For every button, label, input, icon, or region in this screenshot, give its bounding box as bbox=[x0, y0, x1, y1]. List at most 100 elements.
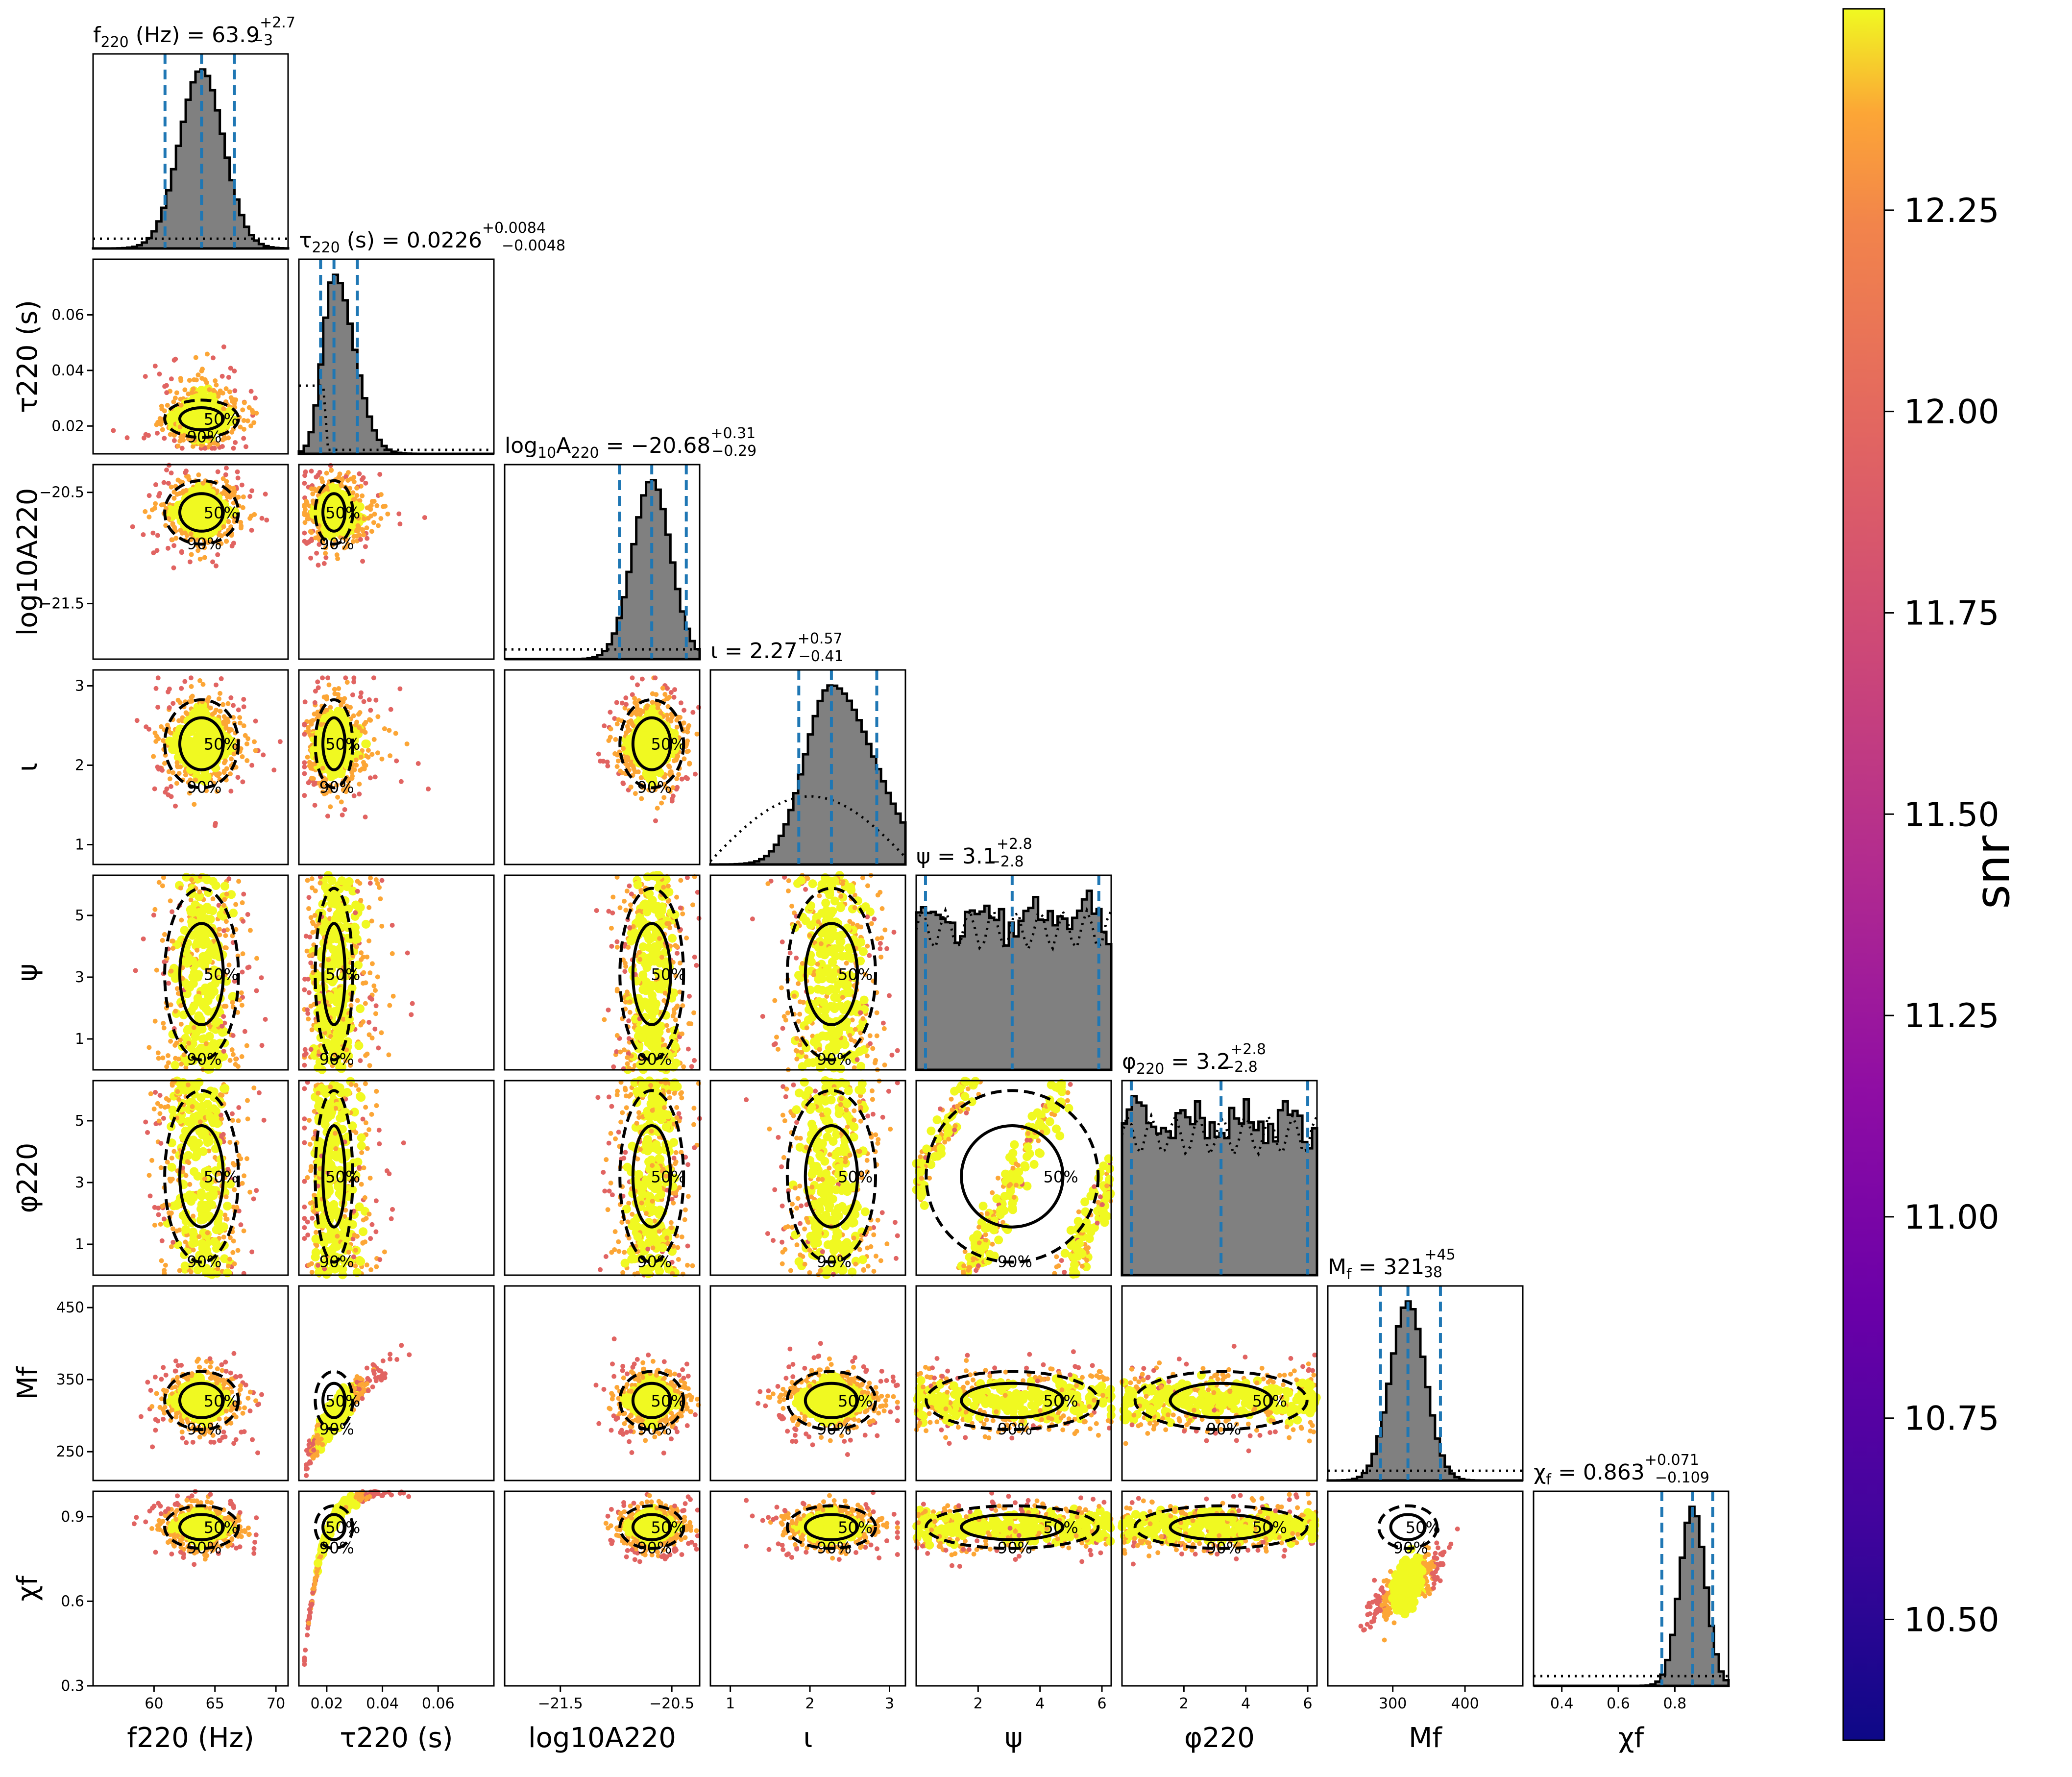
sample-point bbox=[815, 962, 820, 967]
sample-point bbox=[358, 1022, 364, 1028]
sample-point bbox=[661, 998, 667, 1003]
sample-point bbox=[660, 686, 665, 691]
sample-point bbox=[638, 985, 648, 994]
sample-point bbox=[865, 883, 870, 888]
sample-point bbox=[152, 786, 157, 791]
sample-point bbox=[151, 754, 156, 759]
sample-point bbox=[361, 1217, 366, 1223]
sample-point bbox=[682, 756, 687, 762]
sample-point bbox=[163, 523, 169, 528]
sample-point bbox=[608, 735, 613, 740]
sample-point bbox=[204, 420, 213, 429]
sample-point bbox=[315, 679, 320, 685]
sample-point bbox=[217, 696, 222, 701]
sample-point bbox=[187, 559, 193, 565]
sample-point bbox=[196, 472, 201, 478]
sample-point bbox=[157, 1093, 163, 1098]
sample-point bbox=[648, 760, 658, 769]
sample-point bbox=[171, 495, 177, 501]
sample-point bbox=[197, 889, 202, 894]
sample-point bbox=[199, 1215, 208, 1224]
sample-point bbox=[818, 1031, 827, 1040]
sample-point bbox=[263, 1017, 268, 1022]
sample-point bbox=[210, 712, 215, 717]
sample-point bbox=[194, 755, 203, 765]
sample-point bbox=[670, 1013, 676, 1019]
sample-point bbox=[664, 1023, 670, 1028]
sample-point bbox=[765, 881, 771, 887]
sample-point bbox=[625, 1061, 630, 1066]
sample-point bbox=[161, 1115, 166, 1121]
sample-point bbox=[181, 1225, 191, 1234]
sample-point bbox=[228, 789, 234, 794]
sample-point bbox=[204, 380, 209, 385]
sample-point bbox=[858, 1010, 863, 1015]
sample-point bbox=[328, 804, 333, 810]
sample-point bbox=[221, 721, 226, 726]
sample-point bbox=[671, 694, 677, 700]
sample-point bbox=[302, 1140, 307, 1145]
panel-tau220-psi: 50%90% bbox=[298, 871, 495, 1074]
sample-point bbox=[375, 881, 380, 886]
sample-point bbox=[167, 705, 172, 710]
sample-point bbox=[221, 1004, 227, 1009]
sample-point bbox=[153, 686, 159, 691]
sample-point bbox=[146, 726, 152, 732]
sample-point bbox=[823, 964, 832, 973]
sample-point bbox=[328, 463, 333, 468]
y-tick-label: 0.06 bbox=[51, 306, 84, 323]
sample-point bbox=[232, 1261, 237, 1266]
sample-point bbox=[168, 1038, 173, 1044]
sample-point bbox=[623, 702, 629, 707]
sample-point bbox=[233, 440, 238, 445]
sample-point bbox=[164, 468, 169, 473]
sample-point bbox=[630, 763, 635, 768]
sample-point bbox=[339, 799, 344, 805]
sample-point bbox=[160, 1055, 166, 1061]
sample-point bbox=[184, 982, 193, 991]
contour-label-90: 90% bbox=[187, 1252, 221, 1271]
sample-point bbox=[360, 493, 365, 498]
sample-point bbox=[147, 1193, 153, 1199]
sample-point bbox=[621, 746, 626, 751]
sample-point bbox=[259, 975, 264, 981]
sample-point bbox=[313, 888, 318, 893]
sample-point bbox=[235, 775, 241, 780]
y-tick-label: −21.5 bbox=[39, 595, 84, 613]
sample-point bbox=[219, 533, 224, 539]
sample-point bbox=[229, 543, 235, 549]
sample-point bbox=[231, 445, 236, 451]
sample-point bbox=[193, 355, 198, 360]
sample-point bbox=[179, 549, 184, 554]
sample-point bbox=[366, 1020, 372, 1025]
sample-point bbox=[210, 1237, 219, 1246]
sample-point bbox=[232, 369, 237, 374]
sample-point bbox=[655, 806, 660, 811]
contour-label-90: 90% bbox=[187, 428, 221, 446]
sample-point bbox=[672, 687, 678, 692]
sample-point bbox=[854, 1057, 860, 1062]
sample-point bbox=[302, 1052, 307, 1058]
sample-point bbox=[170, 1081, 175, 1086]
sample-point bbox=[618, 768, 623, 774]
sample-point bbox=[172, 395, 178, 401]
sample-point bbox=[639, 796, 644, 801]
sample-point bbox=[312, 803, 317, 808]
sample-point bbox=[232, 388, 238, 394]
sample-point bbox=[326, 957, 331, 963]
title-psi: ψ = 3.1+2.8 −2.8 bbox=[916, 836, 1032, 870]
contour-label-90: 90% bbox=[637, 1050, 672, 1069]
sample-point bbox=[167, 686, 172, 691]
sample-point bbox=[867, 953, 872, 958]
sample-point bbox=[321, 694, 327, 700]
sample-point bbox=[168, 784, 173, 789]
sample-point bbox=[357, 791, 362, 797]
sample-point bbox=[856, 938, 866, 947]
sample-point bbox=[213, 682, 219, 688]
sample-point bbox=[173, 356, 178, 362]
sample-point bbox=[379, 923, 385, 929]
sample-point bbox=[239, 990, 244, 995]
y-tick-label: 3 bbox=[75, 1174, 84, 1191]
sample-point bbox=[160, 938, 165, 943]
sample-point bbox=[232, 1162, 237, 1168]
